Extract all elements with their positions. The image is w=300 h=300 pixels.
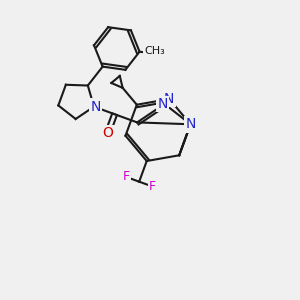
Text: N: N (185, 117, 196, 131)
Text: F: F (122, 170, 130, 183)
Text: CH₃: CH₃ (144, 46, 165, 56)
Text: N: N (157, 97, 168, 111)
Text: N: N (164, 92, 175, 106)
Text: F: F (149, 180, 156, 193)
Text: N: N (91, 100, 101, 114)
Text: O: O (102, 126, 113, 140)
